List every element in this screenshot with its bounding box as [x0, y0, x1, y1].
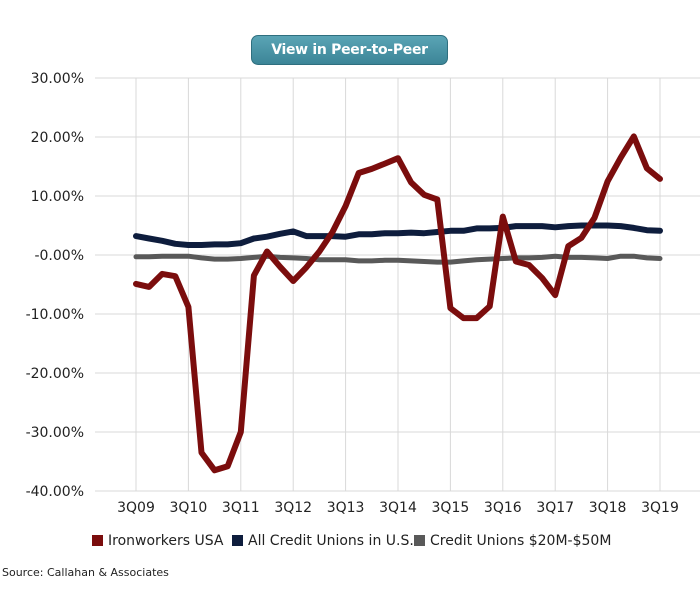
legend-label: Credit Unions $20M-$50M: [430, 533, 611, 549]
y-tick-label: -40.00%: [26, 484, 84, 500]
series-line: [133, 133, 663, 474]
x-tick-label: 3Q17: [536, 500, 574, 516]
y-tick-label: -0.00%: [34, 248, 84, 264]
legend-label: Ironworkers USA: [108, 533, 224, 549]
source-note: Source: Callahan & Associates: [2, 566, 169, 579]
series-line: [133, 222, 663, 248]
x-tick-label: 3Q12: [274, 500, 312, 516]
x-tick-label: 3Q18: [589, 500, 627, 516]
y-tick-label: -20.00%: [26, 366, 84, 382]
y-tick-label: -30.00%: [26, 425, 84, 441]
legend: Ironworkers USA All Credit Unions in U.S.…: [92, 533, 611, 549]
x-tick-label: 3Q13: [327, 500, 365, 516]
legend-label: All Credit Unions in U.S.: [248, 533, 414, 549]
y-tick-label: 20.00%: [31, 130, 84, 146]
legend-swatch: [232, 535, 243, 546]
y-tick-label: -10.00%: [26, 307, 84, 323]
x-tick-label: 3Q11: [222, 500, 260, 516]
y-axis-tick-labels: 30.00% 20.00% 10.00% -0.00% -10.00% -20.00% -3…: [26, 71, 84, 500]
series-lines: [133, 133, 663, 474]
view-in-peer-to-peer-button[interactable]: View in Peer-to-Peer: [251, 35, 448, 65]
series-line: [133, 253, 663, 265]
x-tick-label: 3Q10: [170, 500, 208, 516]
y-tick-label: 10.00%: [31, 189, 84, 205]
x-tick-label: 3Q19: [641, 500, 679, 516]
x-tick-label: 3Q09: [117, 500, 155, 516]
x-tick-label: 3Q15: [432, 500, 470, 516]
x-tick-label: 3Q14: [379, 500, 417, 516]
legend-swatch: [414, 535, 425, 546]
x-axis-tick-labels: 3Q09 3Q10 3Q11 3Q12 3Q13 3Q14 3Q15 3Q16 3Q17 3Q18…: [117, 500, 679, 516]
x-tick-label: 3Q16: [484, 500, 522, 516]
legend-swatch: [92, 535, 103, 546]
y-tick-label: 30.00%: [31, 71, 84, 87]
